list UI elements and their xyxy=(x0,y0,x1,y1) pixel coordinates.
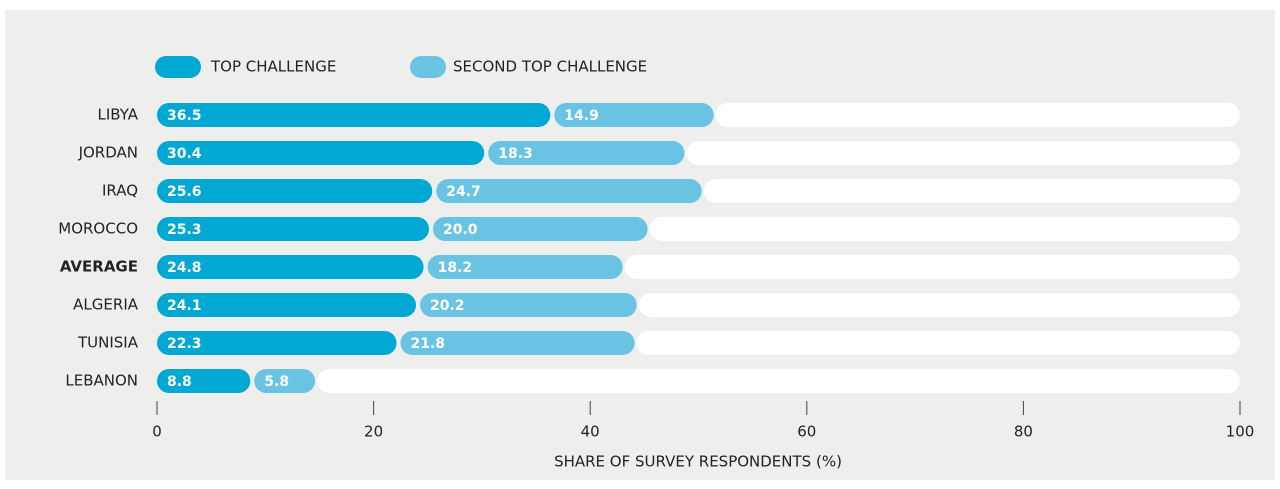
value-label: 36.5 xyxy=(167,108,202,124)
bar-segment xyxy=(157,293,417,317)
y-tick-label: LIBYA xyxy=(97,106,138,124)
value-label: 14.9 xyxy=(564,108,599,124)
y-tick-label: MOROCCO xyxy=(58,220,138,238)
bar-segment xyxy=(436,179,702,203)
x-tick-label: 60 xyxy=(797,423,816,441)
bar-track xyxy=(686,141,1240,165)
y-tick-label: IRAQ xyxy=(102,182,138,200)
bar-segment xyxy=(488,141,685,165)
x-axis-title: SHARE OF SURVEY RESPONDENTS (%) xyxy=(554,453,842,471)
value-label: 22.3 xyxy=(167,336,202,352)
bar-segment xyxy=(254,369,316,393)
x-tick-label: 20 xyxy=(364,423,383,441)
bar-track xyxy=(636,331,1240,355)
bar-track xyxy=(638,293,1240,317)
value-label: 24.1 xyxy=(167,298,202,314)
bar-track xyxy=(703,179,1240,203)
value-label: 30.4 xyxy=(167,146,202,162)
bar-segment xyxy=(157,369,251,393)
value-label: 20.0 xyxy=(443,222,478,238)
y-tick-label: AVERAGE xyxy=(60,258,138,276)
bar-segment xyxy=(427,255,623,279)
bar-segment xyxy=(157,141,485,165)
legend-swatch xyxy=(155,56,201,78)
value-label: 18.3 xyxy=(498,146,533,162)
x-tick-label: 40 xyxy=(581,423,600,441)
y-tick-label: ALGERIA xyxy=(73,296,139,314)
x-tick-label: 0 xyxy=(152,423,162,441)
bar-segment xyxy=(157,331,397,355)
y-tick-label: JORDAN xyxy=(78,144,138,162)
value-label: 18.2 xyxy=(438,260,473,276)
legend-label: TOP CHALLENGE xyxy=(210,58,336,76)
bar-track xyxy=(649,217,1240,241)
panel xyxy=(5,10,1275,480)
value-label: 25.3 xyxy=(167,222,202,238)
bar-segment xyxy=(400,331,635,355)
y-tick-label: LEBANON xyxy=(65,372,138,390)
x-tick-label: 80 xyxy=(1014,423,1033,441)
value-label: 5.8 xyxy=(264,374,289,390)
bar-segment xyxy=(157,217,429,241)
value-label: 24.8 xyxy=(167,260,202,276)
value-label: 21.8 xyxy=(411,336,446,352)
bar-track xyxy=(317,369,1240,393)
bar-segment xyxy=(554,103,714,127)
bar-segment xyxy=(420,293,637,317)
x-tick-label: 100 xyxy=(1226,423,1255,441)
legend-label: SECOND TOP CHALLENGE xyxy=(453,58,647,76)
bar-segment xyxy=(157,103,551,127)
bar-segment xyxy=(157,179,433,203)
bar-track xyxy=(624,255,1240,279)
value-label: 8.8 xyxy=(167,374,192,390)
legend-swatch xyxy=(410,56,446,78)
value-label: 20.2 xyxy=(430,298,465,314)
y-tick-label: TUNISIA xyxy=(77,334,139,352)
bar-segment xyxy=(432,217,648,241)
bar-segment xyxy=(157,255,424,279)
bar-track xyxy=(715,103,1240,127)
value-label: 25.6 xyxy=(167,184,202,200)
value-label: 24.7 xyxy=(446,184,481,200)
